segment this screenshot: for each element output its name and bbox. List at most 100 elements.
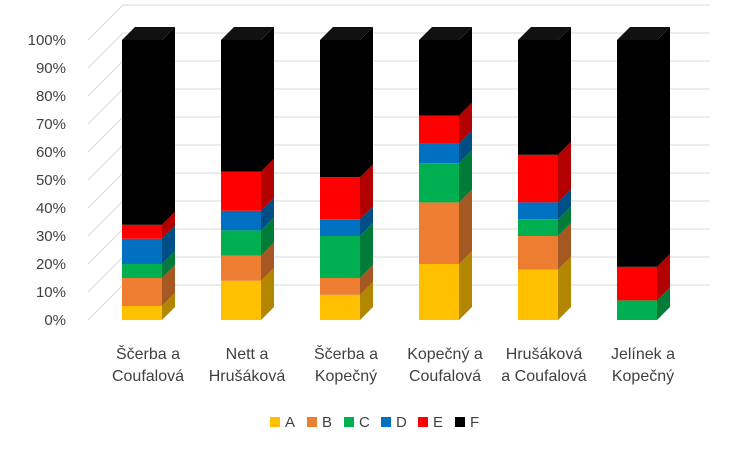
gridline — [87, 228, 710, 265]
bar-segment-a — [221, 267, 274, 320]
bar-top-face — [320, 27, 373, 40]
bar-segment-b — [122, 265, 175, 306]
legend-label: A — [285, 414, 295, 431]
x-category-label: Coufalová — [409, 368, 481, 385]
legend-label: C — [359, 414, 370, 431]
x-category-label: a Coufalová — [501, 368, 586, 385]
gridline — [87, 116, 710, 153]
legend-item-d: D — [381, 414, 407, 431]
legend-item-b: B — [307, 414, 332, 431]
gridlines — [87, 4, 710, 321]
bar-top-face — [122, 27, 175, 40]
bar-segment-c — [518, 206, 571, 236]
bar-segment-b — [419, 189, 472, 264]
bar-segment-a — [320, 281, 373, 320]
y-tick-label: 50% — [36, 172, 66, 189]
bar-segment-a — [122, 293, 175, 320]
y-tick-label: 0% — [44, 312, 66, 329]
bars — [122, 27, 670, 320]
legend: A B C D E F — [270, 414, 479, 431]
bar-stack — [617, 27, 670, 320]
x-category-label: Jelínek a — [611, 346, 675, 363]
bar-segment-a — [518, 256, 571, 320]
bar-top-face — [617, 27, 670, 40]
legend-label: D — [396, 414, 407, 431]
bar-segment-e — [221, 158, 274, 211]
y-tick-label: 100% — [28, 32, 66, 49]
y-tick-label: 70% — [36, 116, 66, 133]
y-tick-label: 20% — [36, 256, 66, 273]
y-axis-tick-labels: 0% 10% 20% 30% 40% 50% 60% 70% 80% 90% 100% — [28, 32, 66, 329]
bar-segment-c — [617, 287, 670, 320]
bar-top-face — [419, 27, 472, 40]
gridline — [87, 32, 710, 69]
y-tick-label: 60% — [36, 144, 66, 161]
bar-segment-a — [419, 251, 472, 320]
legend-label: F — [470, 414, 479, 431]
bar-segment-d — [419, 130, 472, 164]
gridline — [87, 60, 710, 97]
bar-segment-e — [617, 253, 670, 301]
bar-segment-e — [419, 102, 472, 144]
legend-swatch — [270, 417, 280, 427]
y-tick-label: 10% — [36, 284, 66, 301]
y-tick-label: 30% — [36, 228, 66, 245]
gridline — [87, 256, 710, 293]
bar-segment-e — [122, 211, 175, 239]
bar-segment-c — [419, 150, 472, 203]
bar-segment-f — [221, 27, 274, 172]
legend-swatch — [455, 417, 465, 427]
x-category-label: Ščerba a — [116, 344, 180, 363]
bar-segment-f — [419, 27, 472, 116]
bar-segment-b — [518, 223, 571, 270]
bar-stack — [320, 27, 373, 320]
bar-segment-c — [320, 223, 373, 278]
bar-segment-f — [320, 27, 373, 178]
x-category-label: Kopečný — [612, 368, 674, 385]
y-tick-label: 90% — [36, 60, 66, 77]
legend-label: B — [322, 414, 332, 431]
legend-swatch — [307, 417, 317, 427]
gridline — [87, 88, 710, 125]
x-category-label: Kopečný a — [407, 346, 483, 363]
bar-top-face — [518, 27, 571, 40]
x-category-label: Hrušáková — [506, 346, 583, 363]
gridline — [87, 200, 710, 237]
legend-item-e: E — [418, 414, 443, 431]
legend-swatch — [344, 417, 354, 427]
y-tick-label: 80% — [36, 88, 66, 105]
bar-stack — [518, 27, 571, 320]
bar-segment-d — [518, 189, 571, 220]
bar-segment-d — [221, 197, 274, 231]
bar-top-face — [221, 27, 274, 40]
bar-stack — [122, 27, 175, 320]
gridline — [87, 144, 710, 181]
gridline — [87, 4, 710, 41]
bar-segment-f — [518, 27, 571, 155]
bar-segment-c — [221, 217, 274, 256]
bar-segment-e — [518, 141, 571, 203]
bar-segment-f — [617, 27, 670, 267]
bar-segment-b — [320, 265, 373, 295]
gridline — [87, 172, 710, 209]
legend-swatch — [381, 417, 391, 427]
legend-swatch — [418, 417, 428, 427]
gridline — [87, 284, 710, 321]
y-tick-label: 40% — [36, 200, 66, 217]
x-axis-category-labels: Ščerba a Coufalová Nett a Hrušáková Ščerba a… — [112, 344, 675, 385]
bar-stack — [221, 27, 274, 320]
x-category-label: Nett a — [226, 346, 269, 363]
bar-segment-d — [122, 225, 175, 264]
bar-segment-c — [122, 251, 175, 278]
bar-segment-e — [320, 164, 373, 220]
legend-item-a: A — [270, 414, 295, 431]
legend-item-f: F — [455, 414, 479, 431]
x-category-label: Hrušáková — [209, 368, 286, 385]
bar-segment-f — [122, 27, 175, 225]
bar-stack — [419, 27, 472, 320]
bar-segment-d — [320, 206, 373, 236]
x-category-label: Coufalová — [112, 368, 184, 385]
bar-segment-b — [221, 242, 274, 281]
legend-label: E — [433, 414, 443, 431]
